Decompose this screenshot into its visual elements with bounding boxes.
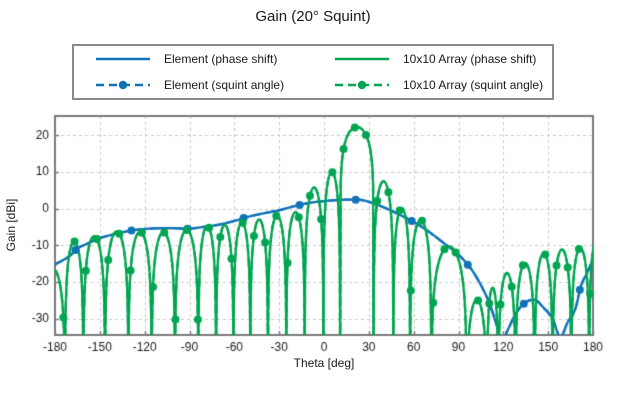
legend-line-sample-solid-green [335,57,389,61]
legend-box: Element (phase shift) 10x10 Array (phase… [72,44,554,100]
legend-item-array-squint-angle: 10x10 Array (squint angle) [313,78,552,92]
legend-item-array-phase-shift: 10x10 Array (phase shift) [313,52,552,66]
legend-label: 10x10 Array (squint angle) [403,78,544,92]
x-axis-title: Theta [deg] [293,356,355,370]
legend-line-sample-solid-blue [96,57,150,61]
y-axis-title: Gain [dBi] [4,198,18,252]
legend-item-element-squint-angle: Element (squint angle) [74,78,313,92]
legend-line-sample-dashed-green [335,80,389,90]
legend-label: Element (phase shift) [164,52,278,66]
legend-label: 10x10 Array (phase shift) [403,52,537,66]
legend-label: Element (squint angle) [164,78,285,92]
chart-title: Gain (20° Squint) [255,8,371,25]
legend-line-sample-dashed-blue [96,80,150,90]
legend-item-element-phase-shift: Element (phase shift) [74,52,313,66]
